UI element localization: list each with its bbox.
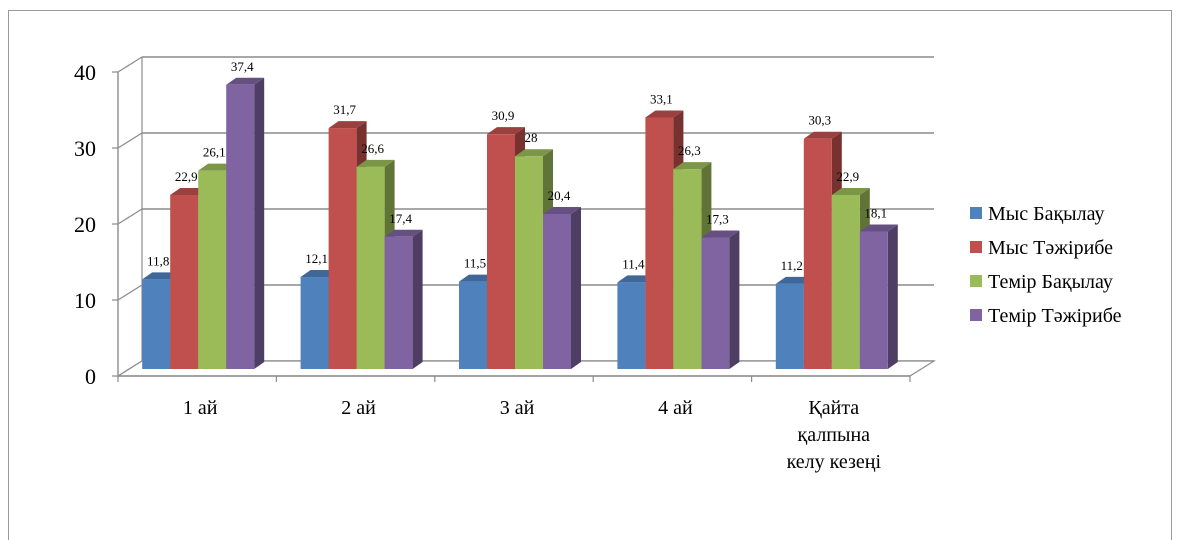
bar-top: [859, 224, 898, 232]
data-label: 11,2: [781, 258, 803, 273]
bar: [803, 138, 832, 369]
bar: [775, 283, 804, 369]
data-label: 26,3: [678, 143, 701, 158]
data-label: 11,4: [622, 256, 645, 271]
legend-swatch: [970, 207, 982, 219]
legend-swatch: [970, 241, 982, 253]
x-tick-label: 3 ай: [500, 397, 535, 419]
y-tick-label: 0: [85, 364, 96, 389]
data-label: 30,3: [808, 113, 831, 128]
bar: [356, 166, 385, 369]
bar: [831, 194, 860, 369]
bar-side: [412, 229, 423, 369]
bar: [859, 231, 888, 369]
data-label: 33,1: [650, 91, 673, 106]
data-label: 11,5: [464, 256, 486, 271]
bar: [645, 117, 674, 369]
y-tick-label: 30: [74, 136, 96, 161]
bar-side: [254, 77, 265, 369]
legend-label: Мыс Тәжірибе: [988, 237, 1113, 259]
x-tick-label: 2 ай: [341, 397, 376, 419]
bar: [170, 194, 199, 369]
bar: [617, 282, 646, 369]
bar: [384, 236, 413, 369]
data-label: 17,4: [389, 211, 412, 226]
x-tick-label: 4 ай: [658, 397, 693, 419]
bar: [543, 213, 571, 369]
data-label: 37,4: [231, 59, 254, 74]
bar-top: [645, 110, 684, 118]
bar-top: [673, 162, 712, 170]
data-label: 11,8: [147, 253, 169, 268]
bar-top: [831, 187, 870, 195]
gridline-depth: [117, 132, 143, 149]
chart-frame: [8, 10, 1172, 540]
bar: [459, 281, 487, 369]
bar-top: [328, 121, 367, 129]
data-label: 20,4: [548, 188, 571, 203]
data-label: 30,9: [492, 108, 515, 123]
legend-label: Темір Тәжірибе: [988, 305, 1122, 327]
bar-top: [803, 131, 842, 139]
bar: [300, 277, 329, 369]
data-label: 26,6: [361, 141, 384, 156]
data-label: 31,7: [333, 102, 356, 117]
legend-label: Мыс Бақылау: [988, 203, 1104, 225]
legend-swatch: [970, 309, 982, 321]
bar: [142, 279, 171, 369]
bar-side: [571, 206, 581, 369]
gridline-depth: [117, 284, 143, 301]
gridline-depth: [117, 208, 143, 225]
legend-swatch: [970, 275, 982, 287]
bar-top: [384, 229, 423, 237]
bar: [198, 170, 227, 369]
bar: [226, 84, 255, 369]
x-tick-label: қалпына: [798, 424, 871, 446]
bar-side: [729, 230, 740, 369]
y-tick-label: 20: [74, 212, 96, 237]
data-label: 22,9: [175, 169, 198, 184]
data-label: 18,1: [864, 205, 887, 220]
gridline-depth: [117, 56, 143, 73]
bar-top: [356, 159, 395, 167]
bar-top: [701, 230, 740, 238]
bar: [328, 128, 357, 369]
bar: [673, 169, 702, 369]
bar-side: [887, 224, 898, 369]
bar-top: [543, 206, 581, 214]
x-tick-label: Қайта: [808, 397, 859, 419]
data-label: 17,3: [706, 212, 729, 227]
bar: [487, 134, 515, 369]
bar-top: [487, 127, 525, 135]
x-tick-label: келу кезеңі: [787, 451, 882, 473]
bar-top: [515, 149, 553, 157]
y-tick-label: 40: [74, 60, 96, 85]
bar-top: [226, 77, 265, 85]
bar: [515, 156, 543, 369]
data-label: 22,9: [836, 169, 859, 184]
y-tick-label: 10: [74, 288, 96, 313]
data-label: 28: [525, 130, 538, 145]
data-label: 26,1: [203, 145, 226, 160]
data-label: 12,1: [305, 251, 328, 266]
legend-label: Темір Бақылау: [988, 271, 1113, 293]
bar: [701, 237, 730, 369]
x-tick-label: 1 ай: [183, 397, 218, 419]
